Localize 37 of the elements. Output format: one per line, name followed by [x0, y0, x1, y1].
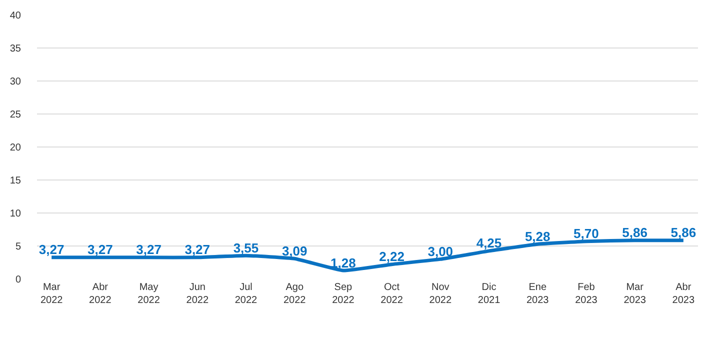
x-tick-label: Ene 2023 [526, 282, 550, 306]
data-label: 2,22 [379, 249, 404, 264]
x-tick-label: Nov 2022 [429, 282, 452, 306]
data-label: 5,86 [670, 225, 696, 240]
data-label: 5,28 [524, 228, 550, 244]
data-label: 5,86 [622, 225, 648, 240]
x-tick-label: Abr 2022 [89, 282, 112, 306]
x-tick-label: Feb 2023 [575, 282, 598, 306]
data-label: 3,27 [184, 242, 210, 258]
data-label: 3,00 [428, 244, 454, 259]
data-label: 5,70 [574, 226, 599, 242]
x-tick-label: May 2022 [138, 282, 160, 306]
x-tick-label: Dic 2021 [478, 282, 501, 306]
x-tick-label: Oct 2022 [380, 282, 404, 306]
y-tick-label: 0 [15, 274, 22, 286]
data-label: 3,55 [233, 240, 259, 256]
y-tick-label: 30 [10, 76, 22, 88]
x-tick-label: Mar 2023 [624, 282, 646, 306]
y-tick-label: 20 [10, 142, 22, 154]
data-label: 3,27 [88, 242, 113, 258]
y-tick-label: 15 [10, 176, 22, 186]
data-label: 3,27 [38, 242, 64, 258]
x-tick-label: Sep 2022 [332, 282, 355, 306]
y-tick-label: 10 [10, 208, 22, 220]
y-tick-label: 35 [10, 44, 22, 54]
y-tick-label: 40 [10, 10, 22, 22]
x-tick-label: Jul 2022 [234, 282, 258, 306]
x-tick-label: Ago 2022 [283, 282, 306, 306]
data-label: 3,09 [282, 243, 308, 258]
y-tick-label: 25 [10, 110, 22, 120]
data-label: 1,28 [330, 255, 356, 270]
x-tick-label: Abr 2023 [672, 282, 695, 306]
data-label: 4,25 [476, 236, 502, 251]
y-tick-label: 5 [15, 242, 22, 252]
x-tick-label: Mar 2022 [40, 282, 64, 306]
data-label: 3,27 [136, 242, 162, 258]
x-tick-label: Jun 2022 [186, 282, 209, 306]
